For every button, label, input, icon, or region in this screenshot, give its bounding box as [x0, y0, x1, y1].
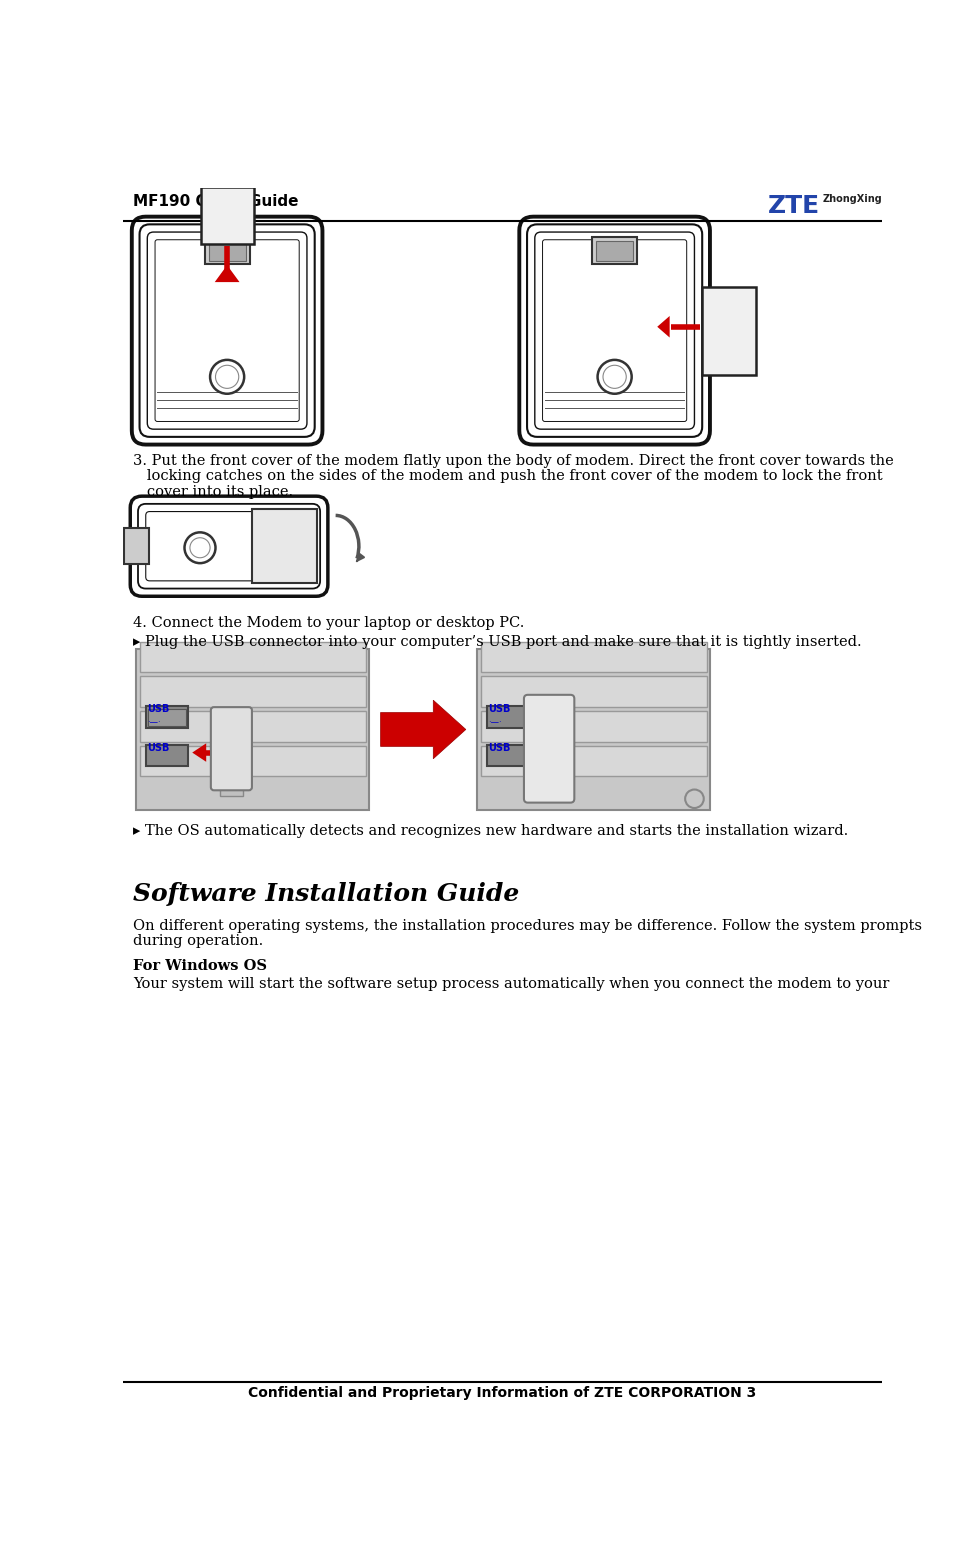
FancyBboxPatch shape — [147, 232, 307, 430]
FancyBboxPatch shape — [130, 495, 328, 596]
FancyBboxPatch shape — [543, 240, 687, 422]
Text: For Windows OS: For Windows OS — [133, 960, 268, 972]
Text: ▸ Plug the USB connector into your computer’s USB port and make sure that it is : ▸ Plug the USB connector into your compu… — [133, 635, 862, 649]
FancyBboxPatch shape — [480, 641, 707, 673]
FancyBboxPatch shape — [480, 676, 707, 707]
FancyBboxPatch shape — [139, 641, 366, 673]
FancyBboxPatch shape — [155, 240, 299, 422]
FancyBboxPatch shape — [535, 232, 695, 430]
Text: USB: USB — [488, 704, 511, 713]
Bar — [146, 706, 188, 728]
Bar — [148, 709, 186, 726]
Bar — [146, 745, 188, 767]
Text: USB: USB — [488, 743, 511, 753]
Text: Your system will start the software setup process automatically when you connect: Your system will start the software setu… — [133, 977, 890, 991]
Text: ZTE: ZTE — [768, 194, 820, 218]
Text: ·—·: ·—· — [147, 718, 161, 728]
Bar — [487, 745, 529, 767]
Bar — [487, 706, 529, 728]
FancyBboxPatch shape — [821, 194, 876, 220]
Polygon shape — [215, 265, 239, 282]
FancyBboxPatch shape — [211, 707, 252, 790]
Text: USB: USB — [147, 704, 170, 713]
Circle shape — [216, 365, 239, 389]
Polygon shape — [380, 701, 466, 759]
FancyBboxPatch shape — [136, 649, 368, 811]
FancyBboxPatch shape — [480, 710, 707, 742]
Text: MF190 Quick Guide: MF190 Quick Guide — [133, 194, 299, 209]
FancyBboxPatch shape — [524, 695, 574, 803]
Text: ZhongXing: ZhongXing — [823, 194, 883, 204]
FancyBboxPatch shape — [139, 224, 315, 437]
FancyBboxPatch shape — [252, 510, 317, 583]
Text: Confidential and Proprietary Information of ZTE CORPORATION 3: Confidential and Proprietary Information… — [248, 1386, 757, 1400]
Text: locking catches on the sides of the modem and push the front cover of the modem : locking catches on the sides of the mode… — [133, 469, 883, 483]
FancyBboxPatch shape — [477, 649, 710, 811]
FancyBboxPatch shape — [131, 216, 322, 445]
FancyBboxPatch shape — [146, 511, 313, 580]
FancyBboxPatch shape — [519, 216, 710, 445]
Bar — [220, 787, 243, 797]
Text: 4. Connect the Modem to your laptop or desktop PC.: 4. Connect the Modem to your laptop or d… — [133, 616, 524, 629]
Circle shape — [598, 361, 632, 394]
FancyBboxPatch shape — [205, 237, 250, 265]
Circle shape — [190, 538, 210, 558]
FancyBboxPatch shape — [139, 710, 366, 742]
Text: USB: USB — [147, 743, 170, 753]
FancyBboxPatch shape — [201, 187, 254, 243]
FancyBboxPatch shape — [139, 676, 366, 707]
FancyBboxPatch shape — [527, 224, 703, 437]
FancyBboxPatch shape — [596, 241, 633, 260]
Text: On different operating systems, the installation procedures may be difference. F: On different operating systems, the inst… — [133, 919, 922, 933]
Circle shape — [603, 365, 626, 389]
Text: ▸ The OS automatically detects and recognizes new hardware and starts the instal: ▸ The OS automatically detects and recog… — [133, 825, 849, 839]
Text: cover into its place.: cover into its place. — [133, 485, 293, 499]
Text: ·—·: ·—· — [488, 718, 502, 728]
Polygon shape — [192, 743, 206, 762]
FancyBboxPatch shape — [139, 746, 366, 776]
FancyBboxPatch shape — [209, 241, 246, 260]
FancyBboxPatch shape — [703, 287, 756, 375]
Circle shape — [210, 361, 244, 394]
FancyBboxPatch shape — [592, 237, 637, 265]
Text: 3. Put the front cover of the modem flatly upon the body of modem. Direct the fr: 3. Put the front cover of the modem flat… — [133, 453, 894, 467]
FancyBboxPatch shape — [480, 746, 707, 776]
Circle shape — [184, 533, 216, 563]
Text: Software Installation Guide: Software Installation Guide — [133, 881, 519, 906]
FancyBboxPatch shape — [124, 528, 149, 564]
Polygon shape — [658, 317, 669, 337]
FancyBboxPatch shape — [138, 503, 320, 588]
Text: during operation.: during operation. — [133, 935, 264, 949]
